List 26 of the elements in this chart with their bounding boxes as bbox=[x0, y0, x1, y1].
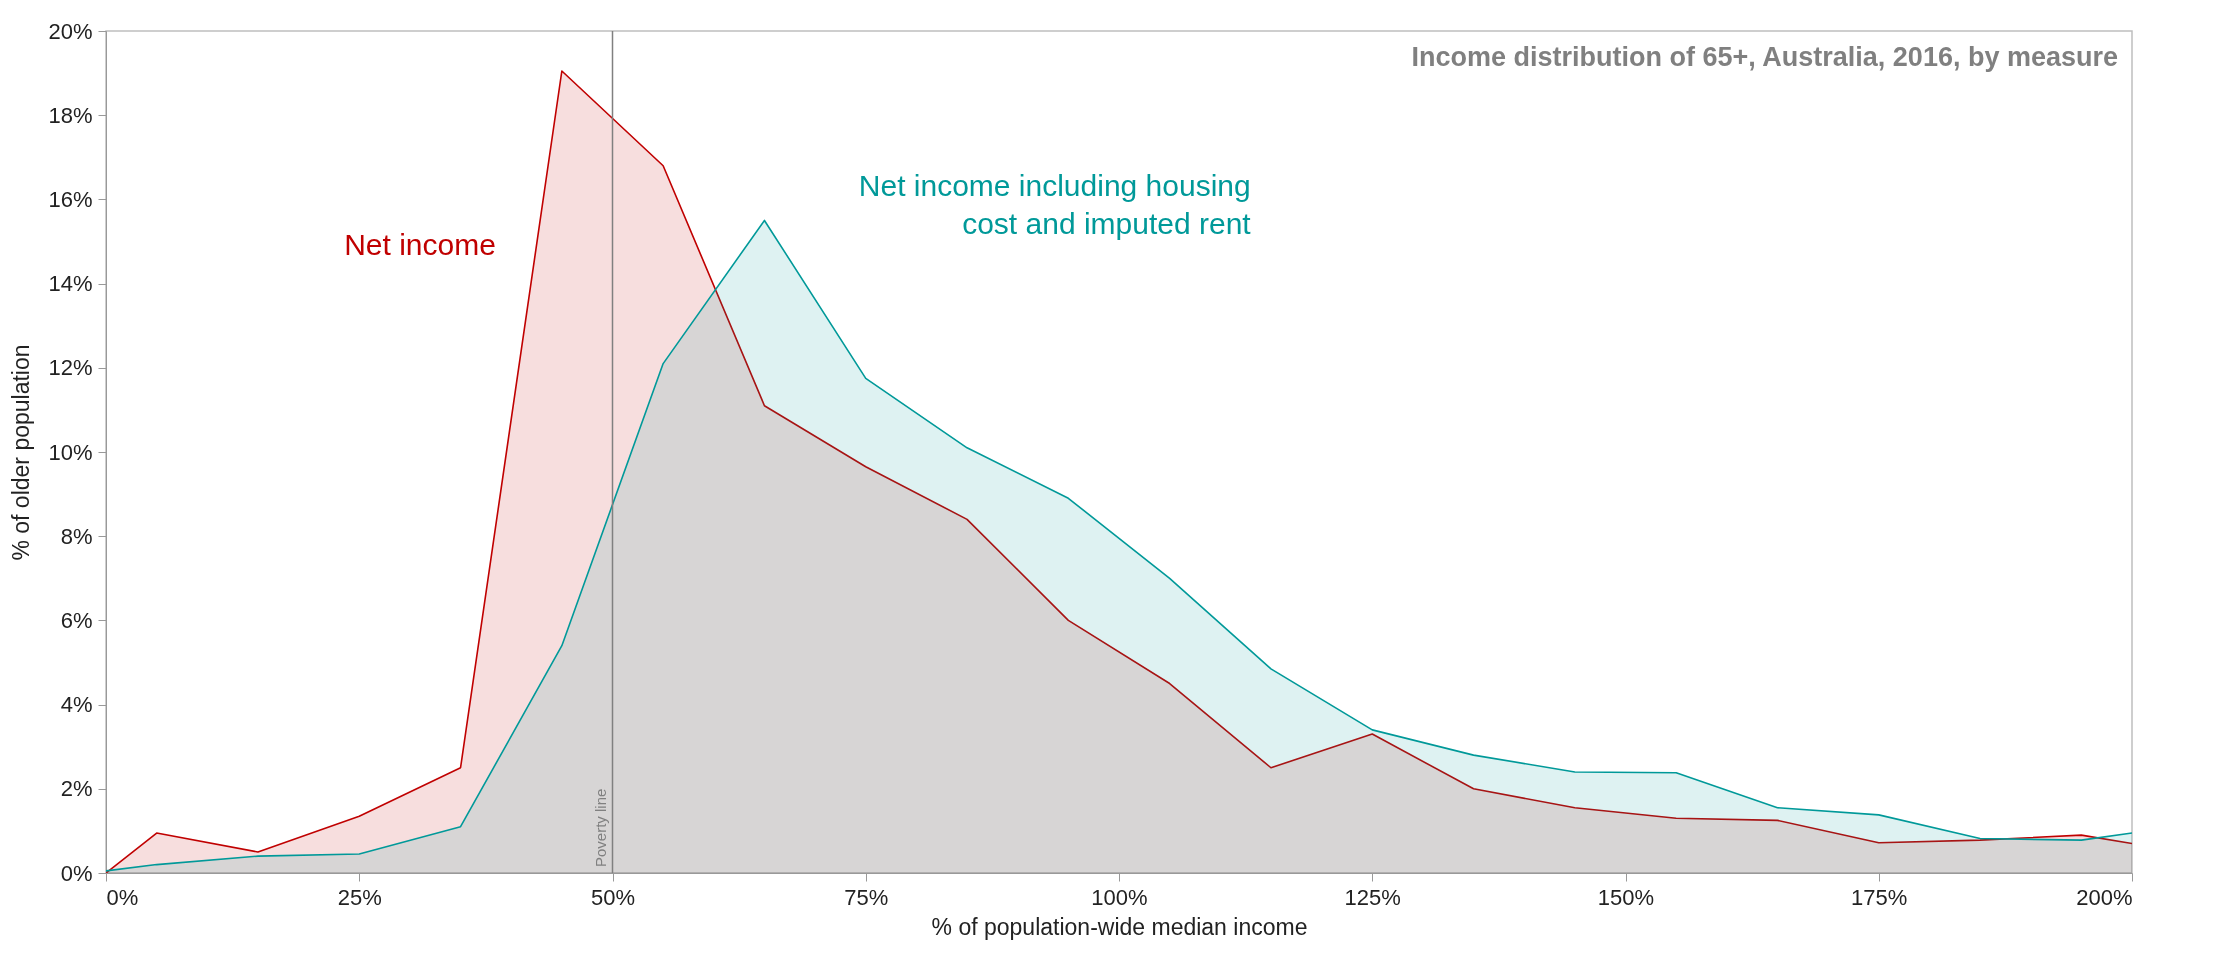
x-tick-label: 100% bbox=[1091, 884, 1148, 910]
ref-line-label: Poverty line bbox=[591, 788, 609, 867]
x-tick-label: 25% bbox=[337, 884, 382, 910]
y-tick-label: 12% bbox=[48, 355, 93, 381]
x-tick-label: 0% bbox=[106, 884, 139, 910]
x-tick-label: 175% bbox=[1851, 884, 1908, 910]
y-tick-label: 10% bbox=[48, 439, 93, 465]
x-tick-label: 50% bbox=[590, 884, 636, 910]
y-tick-label: 4% bbox=[60, 692, 93, 718]
y-tick-label: 6% bbox=[60, 607, 93, 633]
series-label: Net income bbox=[344, 227, 496, 261]
y-tick-label: 8% bbox=[60, 523, 93, 549]
y-tick-label: 20% bbox=[48, 18, 93, 44]
x-tick-label: 150% bbox=[1597, 884, 1655, 910]
x-axis-title: % of population-wide median income bbox=[931, 913, 1308, 940]
x-tick-label: 200% bbox=[2076, 884, 2133, 910]
text: Net income including housing cost and imputed rent bbox=[858, 168, 1252, 240]
y-tick-label: 0% bbox=[60, 860, 93, 886]
y-tick-label: 16% bbox=[48, 186, 93, 212]
y-tick-label: 18% bbox=[48, 102, 93, 128]
x-tick-label: 75% bbox=[844, 884, 889, 910]
y-axis-title: % of older population bbox=[8, 344, 35, 561]
chart-title: Income distribution of 65+, Australia, 2016, by measure bbox=[1411, 42, 2118, 72]
y-tick-label: 14% bbox=[48, 271, 93, 297]
y-tick-label: 2% bbox=[60, 776, 93, 802]
x-tick-label: 125% bbox=[1344, 884, 1401, 910]
